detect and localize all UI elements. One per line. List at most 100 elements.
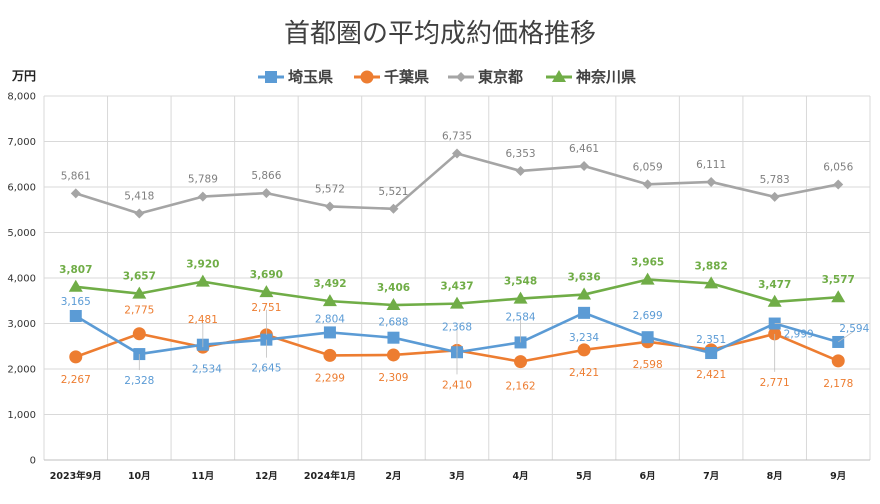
series-3-point-8 [577, 287, 592, 300]
data-label-0-4: 2,804 [315, 313, 345, 325]
series-0-point-4 [323, 326, 336, 339]
data-label-3-4: 3,492 [313, 278, 346, 290]
data-label-3-6: 3,437 [440, 281, 473, 293]
data-label-1-7: 2,162 [506, 381, 536, 393]
label-leader-0-12 [838, 330, 855, 343]
data-label-0-9: 2,699 [633, 310, 663, 322]
data-label-0-10: 2,351 [696, 334, 726, 346]
x-tick-label-1: 10月 [128, 471, 151, 482]
y-tick-label-5: 5,000 [7, 228, 36, 239]
series-3-point-0 [68, 279, 83, 292]
series-0-point-10 [705, 347, 718, 360]
series-1-point-1 [132, 327, 146, 341]
legend-item-2: 東京都 [448, 68, 523, 86]
series-2-point-1 [134, 208, 145, 219]
data-label-3-10: 3,882 [695, 260, 728, 272]
x-tick-label-4: 2024年1月 [304, 470, 356, 482]
data-label-0-7: 2,584 [506, 311, 536, 323]
data-label-3-2: 3,920 [186, 259, 219, 271]
series-2-point-2 [197, 191, 208, 202]
chart-title: 首都圏の平均成約価格推移 [284, 19, 596, 49]
data-label-2-5: 5,521 [378, 186, 408, 198]
series-2-point-6 [452, 148, 462, 159]
data-label-3-7: 3,548 [504, 276, 537, 288]
data-label-1-0: 2,267 [61, 374, 91, 386]
legend-item-0: 埼玉県 [258, 68, 333, 86]
x-tick-label-6: 3月 [449, 471, 465, 482]
y-axis-unit-label: 万円 [11, 69, 36, 83]
legend-label-2: 東京都 [478, 68, 523, 86]
data-label-3-11: 3,477 [758, 279, 791, 291]
series-3-point-3 [259, 285, 274, 298]
series-1-point-0 [69, 350, 83, 364]
data-label-1-11: 2,771 [760, 377, 790, 389]
data-label-0-0: 3,165 [61, 296, 91, 308]
data-label-3-12: 3,577 [822, 274, 855, 286]
series-2 [70, 148, 844, 219]
data-label-3-5: 3,406 [377, 282, 410, 294]
data-label-1-8: 2,421 [569, 367, 599, 379]
y-tick-label-0: 0 [30, 456, 36, 467]
y-tick-label-6: 6,000 [7, 183, 36, 194]
data-label-3-3: 3,690 [250, 269, 283, 281]
legend-label-1: 千葉県 [384, 68, 429, 86]
series-3 [68, 272, 846, 311]
series-1-point-7 [514, 355, 528, 369]
data-label-1-10: 2,421 [696, 369, 726, 381]
legend-label-3: 神奈川県 [576, 68, 636, 86]
series-1-point-4 [323, 348, 337, 362]
y-tick-label-4: 4,000 [7, 274, 36, 285]
series-2-point-10 [706, 176, 717, 187]
series-2-point-4 [324, 201, 335, 212]
series-3-point-9 [640, 272, 655, 285]
data-label-1-12: 2,178 [823, 378, 853, 390]
x-tick-label-0: 2023年9月 [50, 470, 102, 482]
series-1-point-8 [577, 343, 591, 357]
data-label-2-0: 5,861 [61, 170, 91, 182]
series-3-point-6 [450, 296, 464, 309]
data-label-3-9: 3,965 [631, 257, 664, 269]
data-label-3-8: 3,636 [567, 272, 600, 284]
data-label-2-10: 6,111 [696, 159, 726, 171]
series-2-point-12 [833, 179, 844, 190]
data-label-1-1: 2,775 [124, 305, 154, 317]
x-tick-label-12: 9月 [830, 471, 846, 482]
series-3-point-5 [386, 298, 401, 311]
data-label-2-4: 5,572 [315, 183, 345, 195]
series-3-point-2 [195, 274, 210, 287]
x-tick-label-5: 2月 [385, 471, 401, 482]
data-label-0-12: 2,594 [839, 323, 869, 335]
data-label-2-8: 6,461 [569, 143, 599, 155]
legend-marker-2 [456, 72, 466, 82]
data-label-2-7: 6,353 [506, 148, 536, 160]
data-label-0-1: 2,328 [124, 375, 154, 387]
y-tick-label-1: 1,000 [7, 410, 36, 421]
data-label-1-6: 2,410 [442, 379, 472, 391]
series-2-point-0 [70, 188, 81, 199]
series-3-point-10 [704, 276, 719, 289]
data-label-0-6: 2,368 [442, 321, 472, 333]
data-label-0-5: 2,688 [378, 317, 408, 329]
series-3-point-1 [132, 286, 147, 299]
series-1-point-5 [386, 348, 400, 362]
legend-marker-0 [265, 71, 277, 83]
data-label-1-4: 2,299 [315, 372, 345, 384]
x-tick-label-11: 8月 [767, 471, 783, 482]
data-labels: 3,165 2,328 2,534 2,645 2,804 2,688 2,368 2,584… [59, 131, 869, 393]
x-tick-label-10: 7月 [703, 471, 719, 482]
data-label-1-2: 2,481 [188, 314, 218, 326]
series-2-point-11 [769, 191, 780, 202]
data-label-0-2: 2,534 [192, 364, 222, 376]
series-2-point-7 [515, 165, 526, 176]
x-tick-label-2: 11月 [191, 471, 214, 482]
x-tick-label-3: 12月 [255, 471, 278, 482]
legend-marker-1 [360, 70, 374, 84]
series-0-point-0 [69, 309, 82, 322]
series-2-point-3 [261, 188, 272, 199]
legend-marker-3 [552, 70, 566, 82]
data-label-2-9: 6,059 [633, 161, 663, 173]
series-3-point-7 [513, 291, 528, 304]
y-tick-label-8: 8,000 [7, 92, 36, 103]
data-label-3-0: 3,807 [59, 264, 92, 276]
